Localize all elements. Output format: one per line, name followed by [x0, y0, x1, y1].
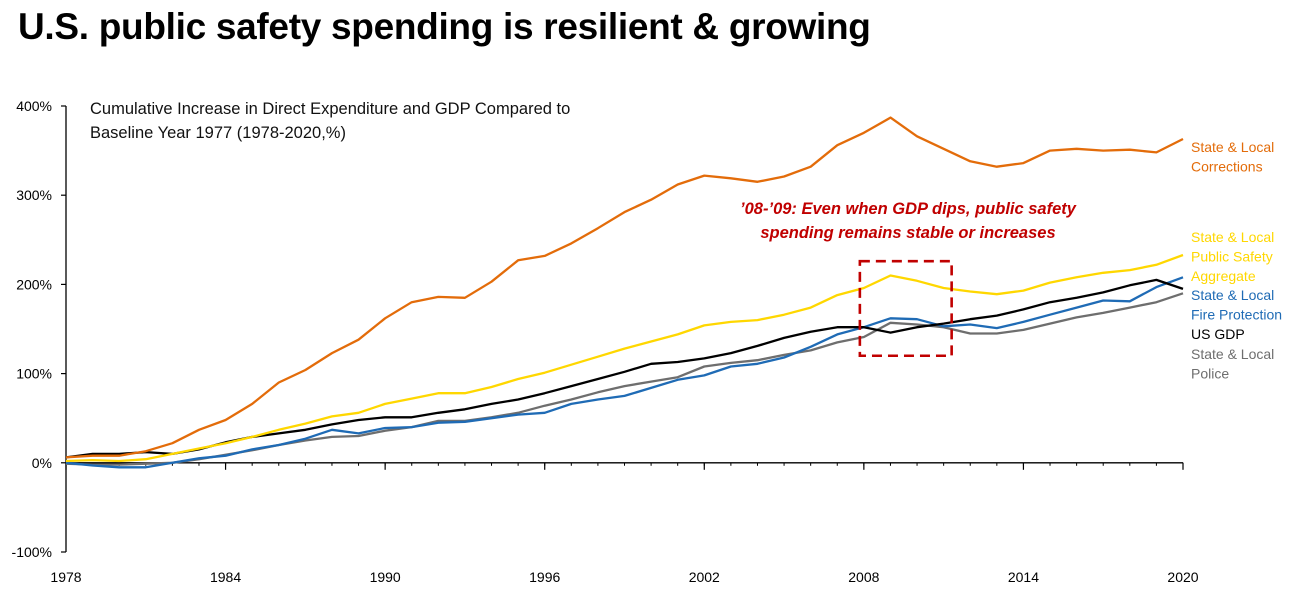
series-line-us-gdp	[65, 278, 1184, 459]
chart-subtitle-line: Cumulative Increase in Direct Expenditur…	[90, 100, 570, 118]
y-tick-label: 100%	[16, 366, 52, 382]
legend-label: State & Local	[1191, 139, 1274, 155]
x-tick-label: 2008	[848, 569, 879, 585]
legend-label: Fire Protection	[1191, 307, 1282, 323]
series-line-state-local-public-safety-aggregate	[65, 253, 1184, 463]
series-line-state-local-corrections	[65, 116, 1184, 459]
legend-label: US GDP	[1191, 326, 1245, 342]
chart-axes: -100% 0% 100% 200% 300% 400% 1978 1984 1990 1996 2…	[12, 98, 1199, 585]
chart-subtitle-line: Baseline Year 1977 (1978-2020,%)	[90, 124, 346, 142]
annotation-text-line: ’08-’09: Even when GDP dips, public safe…	[740, 200, 1077, 218]
legend-label: Aggregate	[1191, 268, 1256, 284]
x-tick-label: 1984	[210, 569, 241, 585]
y-tick-label: 0%	[32, 455, 52, 471]
y-tick-label: 400%	[16, 98, 52, 114]
annotation-text-line: spending remains stable or increases	[760, 224, 1055, 242]
series-layer	[65, 116, 1184, 469]
x-tick-label: 1978	[50, 569, 81, 585]
page-title: U.S. public safety spending is resilient…	[18, 6, 871, 47]
y-tick-label: 300%	[16, 187, 52, 203]
legend-label: State & Local	[1191, 346, 1274, 362]
annotation-layer: ’08-’09: Even when GDP dips, public safe…	[740, 200, 1077, 358]
x-tick-label: 2002	[689, 569, 720, 585]
y-tick-label: 200%	[16, 276, 52, 292]
series-line-state-local-fire-protection	[65, 276, 1184, 469]
annotation-box	[858, 259, 953, 358]
chart-subtitle: Cumulative Increase in Direct Expenditur…	[90, 100, 570, 142]
legend-label: Corrections	[1191, 159, 1263, 175]
y-tick-label: -100%	[12, 544, 52, 560]
x-tick-label: 2020	[1167, 569, 1198, 585]
legend-label: State & Local	[1191, 229, 1274, 245]
x-tick-label: 1990	[370, 569, 401, 585]
legend-label: State & Local	[1191, 287, 1274, 303]
x-tick-label: 1996	[529, 569, 560, 585]
series-line-state-local-police	[65, 292, 1184, 466]
x-tick-label: 2014	[1008, 569, 1039, 585]
legend-label: Police	[1191, 366, 1229, 382]
legend-label: Public Safety	[1191, 249, 1273, 265]
legend-layer: State & Local Corrections State & Local Pub…	[1191, 139, 1282, 382]
